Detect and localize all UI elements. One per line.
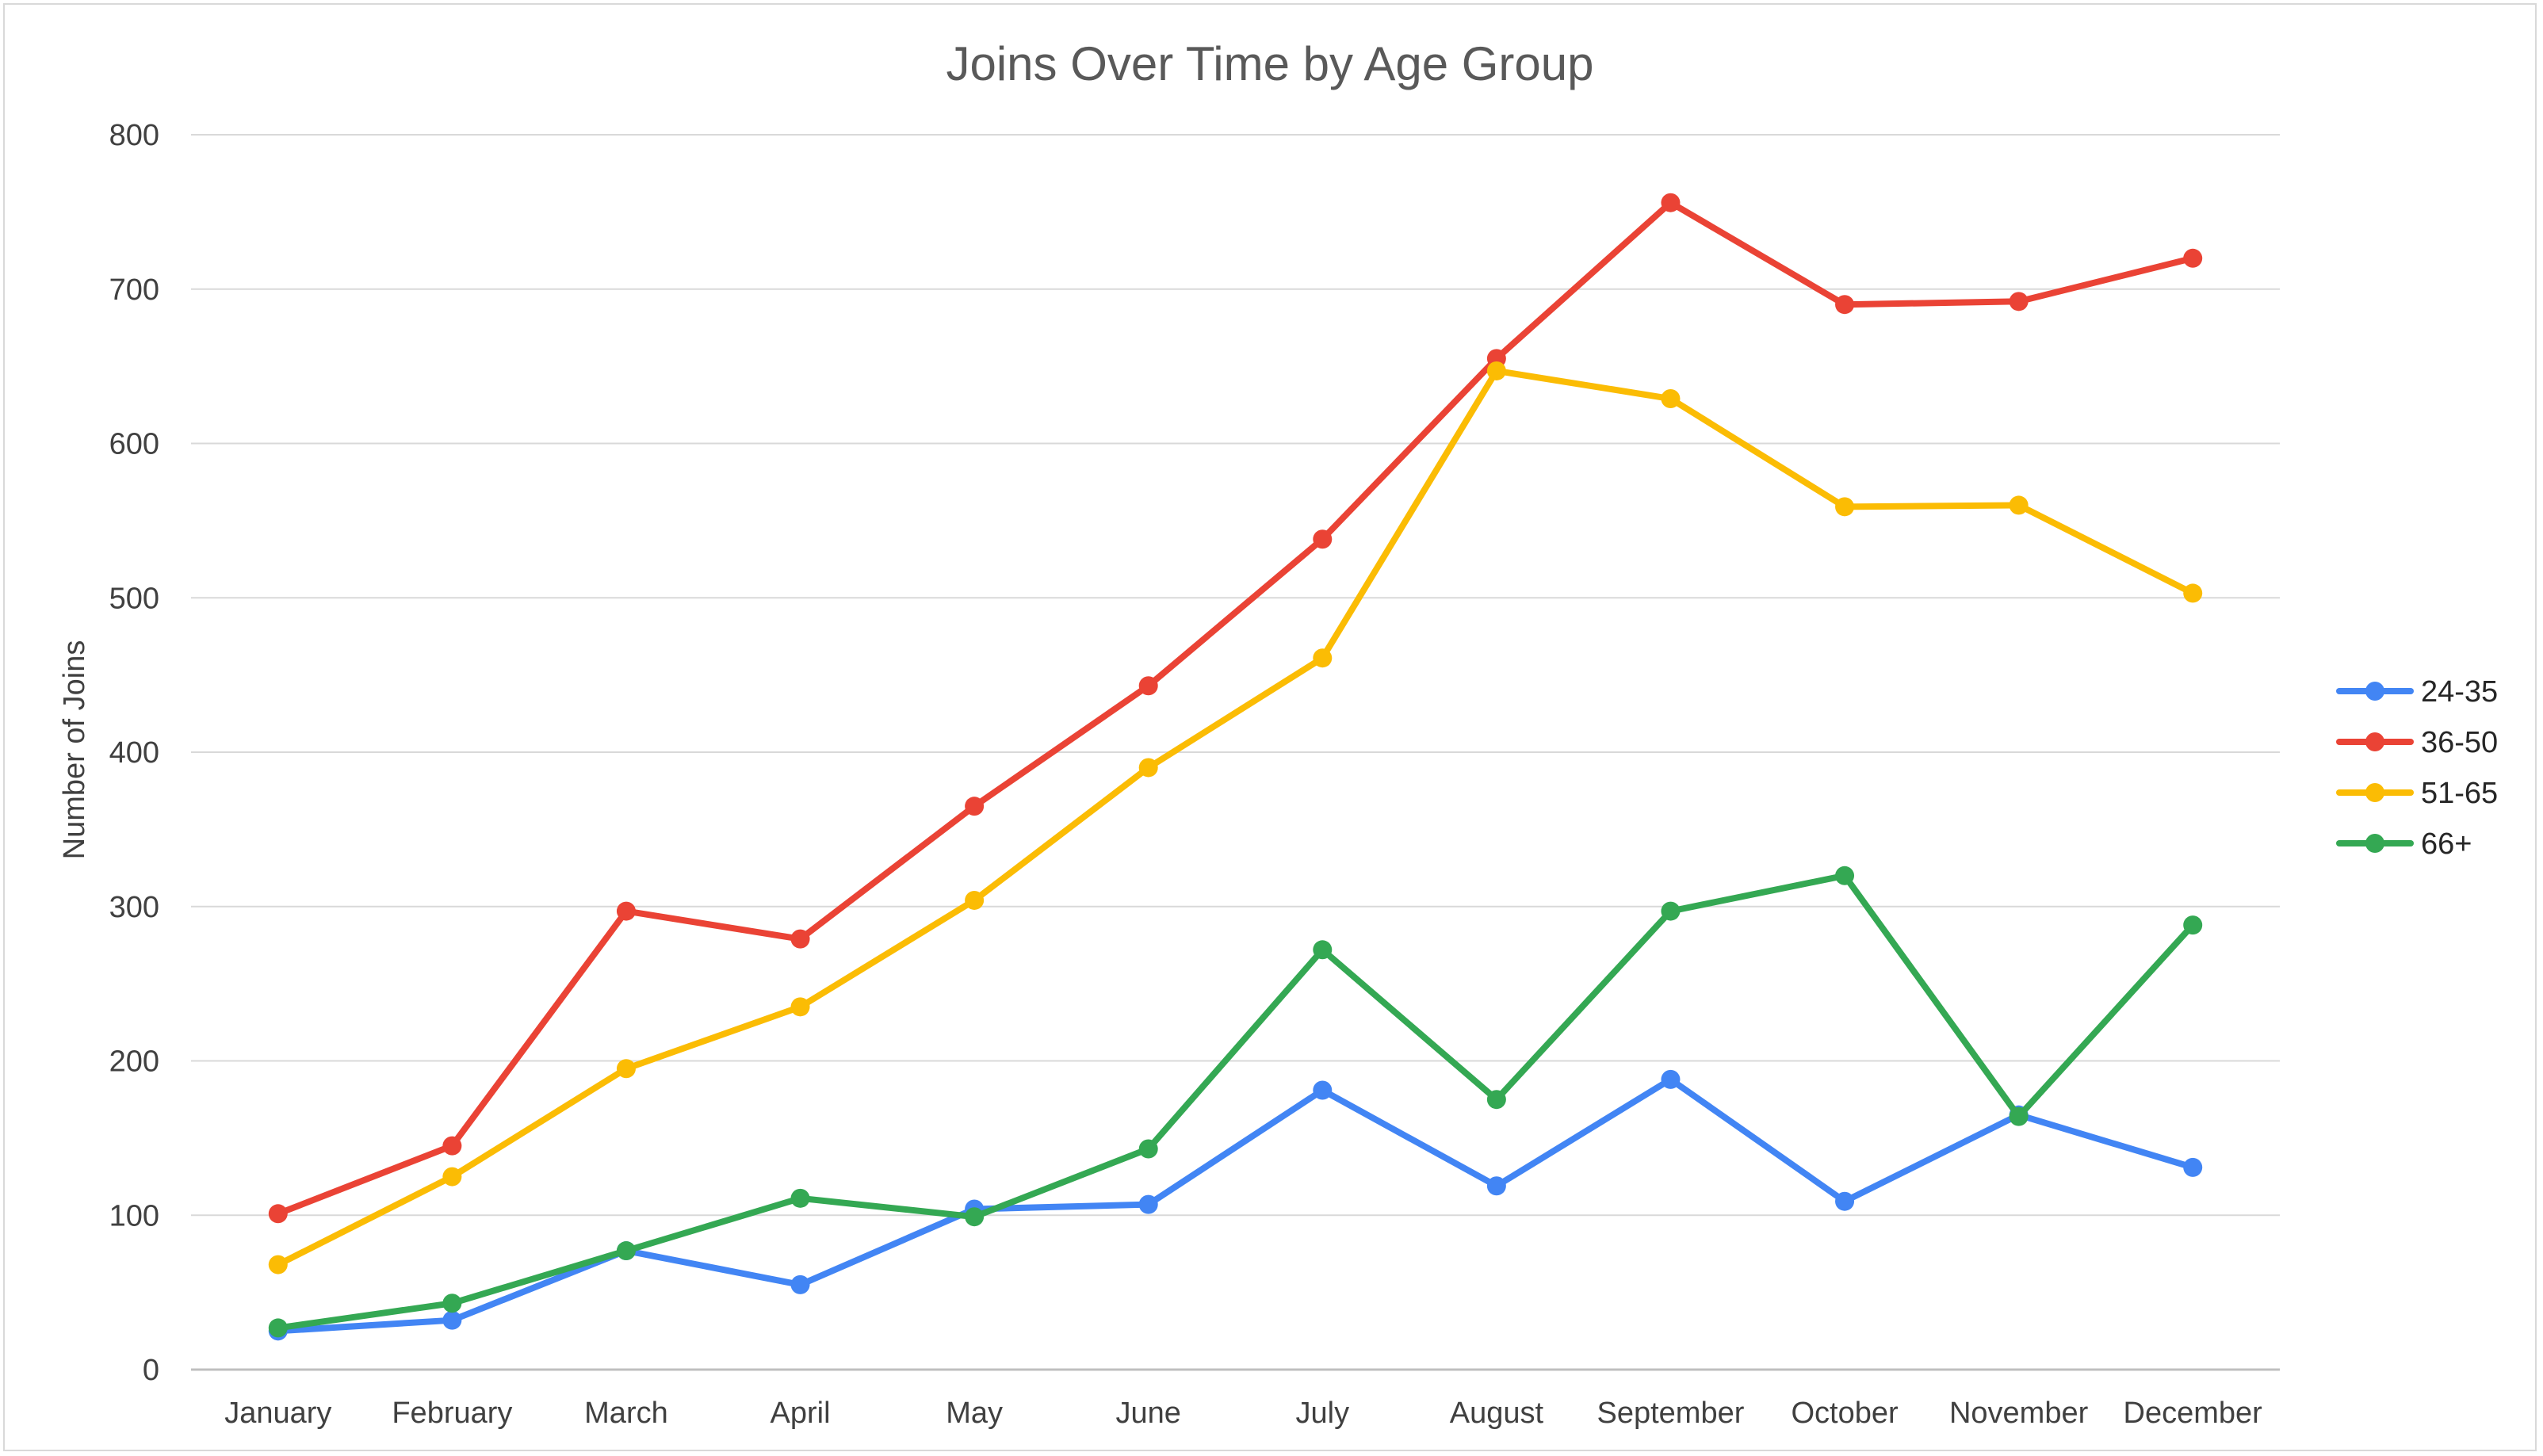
legend: 24-35 36-50 51-65 66+ — [2336, 675, 2498, 861]
y-tick-label: 400 — [109, 736, 159, 770]
x-tick-label: January — [224, 1397, 331, 1430]
data-point[interactable] — [790, 929, 810, 949]
data-point[interactable] — [268, 1255, 288, 1274]
data-point[interactable] — [1138, 1139, 1158, 1159]
legend-item[interactable]: 66+ — [2336, 827, 2472, 861]
series-36-50 — [268, 193, 2203, 1224]
data-point[interactable] — [790, 1274, 810, 1294]
data-point[interactable] — [1661, 389, 1681, 409]
line-chart: Joins Over Time by Age Group Number of J… — [58, 37, 2498, 1430]
x-tick-label: October — [1791, 1397, 1899, 1430]
series-line — [274, 1076, 2197, 1335]
data-point[interactable] — [2183, 583, 2203, 603]
data-point[interactable] — [1486, 1090, 1506, 1110]
data-point[interactable] — [1661, 901, 1681, 921]
data-point[interactable] — [1313, 940, 1333, 960]
data-point[interactable] — [1835, 866, 1855, 885]
data-point[interactable] — [1138, 758, 1158, 778]
series-line — [274, 199, 2197, 1217]
data-point[interactable] — [1138, 676, 1158, 696]
data-point[interactable] — [616, 901, 636, 921]
legend-label: 36-50 — [2421, 726, 2498, 759]
x-tick-label: June — [1116, 1397, 1181, 1430]
gridlines — [191, 134, 2280, 1371]
y-tick-label: 200 — [109, 1045, 159, 1079]
data-point[interactable] — [1486, 361, 1506, 380]
data-point[interactable] — [616, 1059, 636, 1079]
data-point[interactable] — [1486, 1176, 1506, 1196]
data-point[interactable] — [1661, 1069, 1681, 1089]
data-point[interactable] — [2183, 1157, 2203, 1177]
legend-item[interactable]: 24-35 — [2336, 675, 2498, 709]
y-tick-label: 700 — [109, 273, 159, 307]
data-point[interactable] — [2009, 1106, 2029, 1126]
data-point[interactable] — [1313, 648, 1333, 668]
series-line — [274, 367, 2197, 1268]
chart-frame: Joins Over Time by Age Group Number of J… — [3, 3, 2537, 1451]
data-point[interactable] — [965, 1207, 985, 1227]
series-66+ — [268, 866, 2203, 1338]
data-point[interactable] — [1835, 295, 1855, 315]
x-tick-label: April — [771, 1397, 831, 1430]
y-tick-label: 0 — [143, 1354, 159, 1387]
x-tick-label: May — [946, 1397, 1003, 1430]
y-axis-ticks: 0 100 200 300 400 500 600 700 800 — [109, 119, 159, 1387]
legend-swatch-marker — [2365, 682, 2384, 701]
legend-item[interactable]: 36-50 — [2336, 726, 2498, 759]
x-tick-label: September — [1597, 1397, 1745, 1430]
data-point[interactable] — [2183, 248, 2203, 268]
data-point[interactable] — [965, 890, 985, 910]
legend-label: 66+ — [2421, 827, 2472, 861]
x-tick-label: August — [1450, 1397, 1544, 1430]
data-point[interactable] — [2183, 915, 2203, 935]
y-tick-label: 100 — [109, 1199, 159, 1232]
y-tick-label: 800 — [109, 119, 159, 152]
x-tick-label: November — [1949, 1397, 2089, 1430]
x-tick-label: December — [2124, 1397, 2263, 1430]
data-point[interactable] — [1835, 1191, 1855, 1211]
data-point[interactable] — [442, 1310, 462, 1330]
data-point[interactable] — [1313, 1080, 1333, 1100]
series-line — [274, 872, 2197, 1332]
legend-swatch-marker — [2365, 783, 2384, 802]
legend-label: 24-35 — [2421, 675, 2498, 709]
data-point[interactable] — [268, 1318, 288, 1338]
y-tick-label: 300 — [109, 891, 159, 924]
x-tick-label: February — [392, 1397, 512, 1430]
data-point[interactable] — [790, 997, 810, 1017]
legend-swatch-marker — [2365, 834, 2384, 853]
x-tick-label: July — [1296, 1397, 1350, 1430]
series-lines — [268, 193, 2203, 1341]
data-point[interactable] — [268, 1204, 288, 1224]
series-51-65 — [268, 361, 2203, 1274]
data-point[interactable] — [616, 1241, 636, 1261]
data-point[interactable] — [1835, 497, 1855, 517]
y-tick-label: 500 — [109, 582, 159, 615]
chart-title: Joins Over Time by Age Group — [946, 37, 1593, 90]
data-point[interactable] — [965, 797, 985, 816]
legend-label: 51-65 — [2421, 777, 2498, 810]
data-point[interactable] — [1661, 193, 1681, 212]
legend-item[interactable]: 51-65 — [2336, 777, 2498, 810]
y-tick-label: 600 — [109, 428, 159, 461]
data-point[interactable] — [2009, 495, 2029, 515]
y-axis-label: Number of Joins — [58, 640, 91, 860]
x-axis-ticks: January February March April May June July Augu… — [224, 1397, 2262, 1430]
data-point[interactable] — [1313, 529, 1333, 549]
x-tick-label: March — [584, 1397, 668, 1430]
data-point[interactable] — [442, 1167, 462, 1187]
data-point[interactable] — [442, 1294, 462, 1313]
data-point[interactable] — [2009, 292, 2029, 311]
data-point[interactable] — [442, 1136, 462, 1156]
data-point[interactable] — [1138, 1194, 1158, 1214]
data-point[interactable] — [790, 1188, 810, 1208]
legend-swatch-marker — [2365, 732, 2384, 751]
